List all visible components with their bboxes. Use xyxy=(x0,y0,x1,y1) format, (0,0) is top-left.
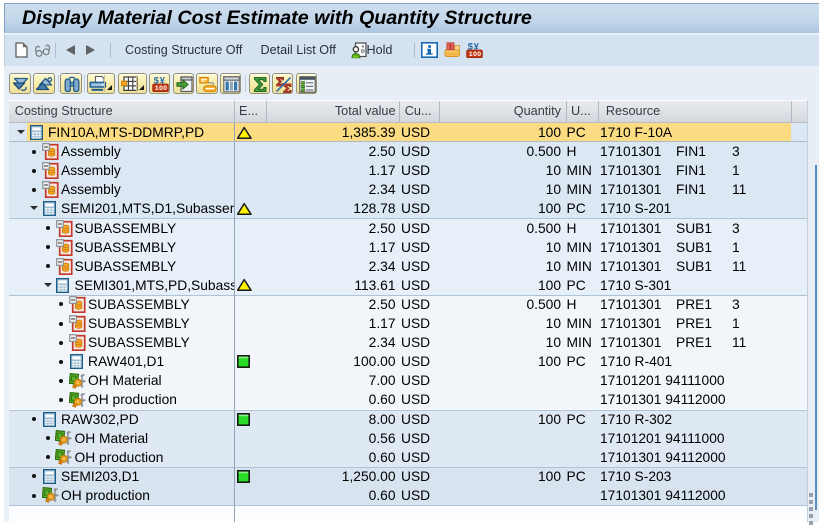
svg-text:100: 100 xyxy=(469,51,482,58)
svg-text:$: $ xyxy=(468,42,474,53)
svg-text:$: $ xyxy=(153,76,159,87)
svg-text:¥: ¥ xyxy=(159,76,165,87)
svg-text:¥: ¥ xyxy=(474,42,480,53)
svg-text:100: 100 xyxy=(155,86,168,93)
